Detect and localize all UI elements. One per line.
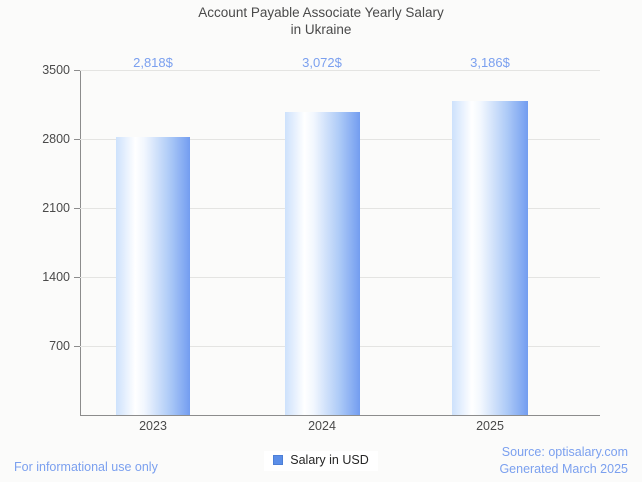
y-axis-line bbox=[80, 70, 81, 416]
gridline-3500 bbox=[80, 70, 600, 71]
footer-source-block: Source: optisalary.com Generated March 2… bbox=[499, 444, 628, 478]
y-tick-mark-1400 bbox=[74, 277, 80, 278]
y-tick-mark-700 bbox=[74, 346, 80, 347]
y-tick-mark-2800 bbox=[74, 139, 80, 140]
y-tick-mark-3500 bbox=[74, 70, 80, 71]
plot-area bbox=[80, 70, 600, 415]
value-label-2025: 3,186$ bbox=[470, 55, 510, 70]
y-tick-label-700: 700 bbox=[49, 339, 70, 353]
bar-2025[interactable] bbox=[452, 101, 528, 415]
y-tick-label-2100: 2100 bbox=[42, 201, 70, 215]
footer-disclaimer: For informational use only bbox=[14, 460, 158, 474]
legend-item-label: Salary in USD bbox=[290, 453, 369, 467]
y-tick-label-2800: 2800 bbox=[42, 132, 70, 146]
chart-title-line-2: in Ukraine bbox=[290, 22, 352, 37]
x-axis-line bbox=[80, 415, 600, 416]
legend-item-salary-in-usd[interactable]: Salary in USD bbox=[264, 451, 378, 471]
chart-legend: Salary in USD bbox=[0, 451, 642, 471]
chart-title: Account Payable Associate Yearly Salary … bbox=[0, 4, 642, 38]
value-label-2023: 2,818$ bbox=[133, 55, 173, 70]
chart-title-line-1: Account Payable Associate Yearly Salary bbox=[198, 5, 444, 20]
x-tick-label-2024: 2024 bbox=[308, 419, 336, 433]
y-tick-mark-2100 bbox=[74, 208, 80, 209]
x-tick-label-2025: 2025 bbox=[476, 419, 504, 433]
bar-2024[interactable] bbox=[285, 112, 360, 415]
footer-generated: Generated March 2025 bbox=[499, 462, 628, 476]
y-tick-label-3500: 3500 bbox=[42, 63, 70, 77]
x-tick-label-2023: 2023 bbox=[139, 419, 167, 433]
bar-2023[interactable] bbox=[116, 137, 190, 415]
legend-swatch-icon bbox=[273, 455, 284, 466]
footer-source: Source: optisalary.com bbox=[501, 445, 628, 459]
y-tick-label-1400: 1400 bbox=[42, 270, 70, 284]
value-label-2024: 3,072$ bbox=[302, 55, 342, 70]
